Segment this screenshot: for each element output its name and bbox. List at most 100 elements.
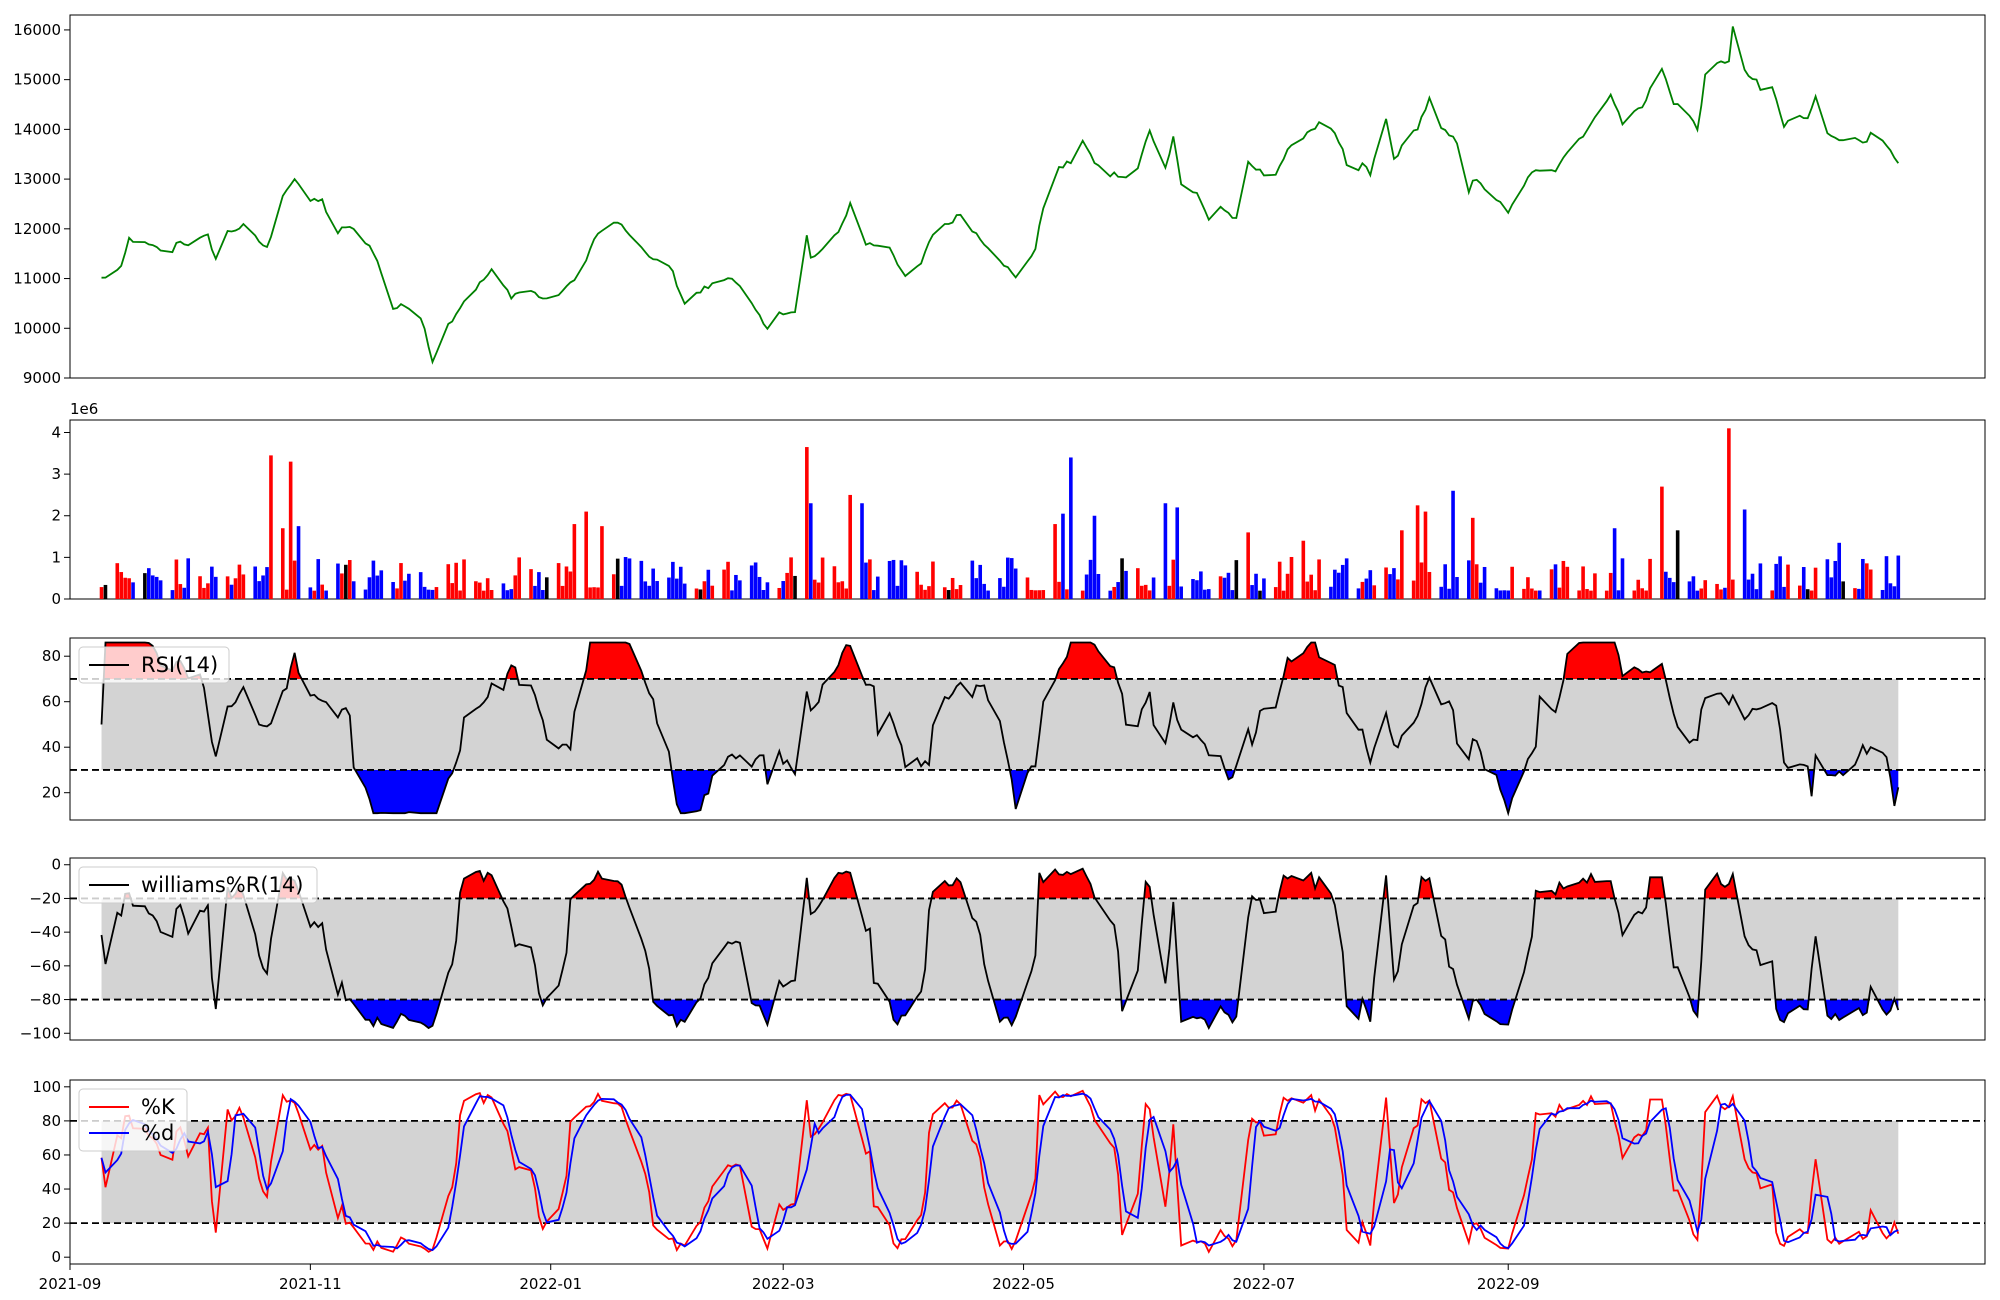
volume-bar: [623, 557, 628, 599]
volume-bar: [1857, 588, 1861, 599]
volume-bar: [265, 567, 269, 599]
williams-ytick-label: −20: [29, 889, 61, 907]
volume-bar: [1084, 574, 1089, 599]
volume-bar: [391, 582, 395, 599]
volume-bar: [351, 581, 356, 599]
volume-bar: [1057, 581, 1061, 599]
volume-bar: [1687, 581, 1692, 599]
volume-bar: [946, 590, 951, 599]
volume-bar: [1455, 577, 1459, 599]
volume-bar: [344, 564, 348, 599]
volume-bar: [919, 584, 923, 599]
volume-offset-label: 1e6: [70, 400, 98, 418]
volume-bar: [931, 561, 935, 599]
volume-bar: [1053, 524, 1057, 599]
volume-bar: [237, 564, 242, 599]
volume-bar: [1163, 503, 1168, 599]
volume-bar: [615, 558, 620, 599]
volume-bar: [340, 573, 344, 599]
volume-bar: [509, 589, 514, 599]
volume-bar: [927, 586, 931, 599]
volume-bar: [1644, 590, 1648, 599]
volume-bar: [1770, 590, 1775, 599]
williams-oversold-fill: [1346, 999, 1363, 1019]
volume-bar: [872, 590, 876, 599]
volume-bar: [1719, 589, 1723, 599]
volume-bar: [1400, 530, 1404, 599]
volume-bar: [1506, 590, 1511, 599]
price-ytick-label: 16000: [13, 21, 61, 39]
williams-oversold-fill: [888, 999, 916, 1025]
volume-bar: [1774, 563, 1778, 599]
volume-bar: [529, 569, 533, 599]
volume-bar: [1742, 509, 1747, 599]
volume-bar: [261, 575, 265, 599]
volume-bar: [1841, 581, 1845, 599]
volume-bar: [446, 564, 451, 599]
volume-bar: [588, 587, 592, 599]
volume-bar: [1423, 511, 1428, 599]
volume-bar: [1510, 566, 1514, 599]
x-tick-label: 2022-01: [519, 1275, 582, 1293]
rsi-overbought-fill: [583, 642, 644, 679]
stoch-ytick-label: 20: [42, 1214, 61, 1232]
volume-bar: [1577, 590, 1581, 599]
williams-ytick-label: 0: [51, 856, 61, 874]
volume-bar: [730, 590, 734, 599]
volume-bar: [347, 560, 352, 599]
volume-bar: [1124, 570, 1128, 599]
volume-bar: [643, 581, 648, 599]
volume-bar: [793, 575, 797, 599]
price-ytick-label: 13000: [13, 170, 61, 188]
volume-bar: [1892, 586, 1897, 599]
williams-overbought-fill: [459, 871, 503, 899]
volume-bar: [1246, 532, 1250, 599]
volume-bar: [1443, 564, 1447, 599]
volume-bar: [1002, 586, 1006, 599]
volume-bar: [1151, 577, 1156, 599]
volume-bar: [241, 574, 246, 599]
stoch-ytick-label: 80: [42, 1112, 61, 1130]
volume-bar: [296, 526, 301, 599]
volume-bar: [1313, 590, 1317, 599]
volume-bar: [363, 589, 368, 599]
volume-bar: [1179, 586, 1183, 599]
volume-bar: [1470, 517, 1475, 599]
volume-bar: [324, 590, 328, 599]
volume-bar: [178, 584, 183, 599]
volume-bar: [229, 584, 234, 599]
volume-bar: [840, 581, 845, 599]
volume-bar: [986, 590, 990, 599]
rsi-oversold-fill: [671, 770, 719, 814]
volume-bar: [477, 582, 482, 599]
stoch-ytick-label: 0: [51, 1248, 61, 1266]
volume-bar: [1675, 530, 1680, 599]
volume-bar: [1120, 558, 1124, 599]
stoch-panel-frame: [69, 1079, 1986, 1265]
volume-bar: [1896, 555, 1901, 599]
volume-bar: [1309, 574, 1314, 599]
volume-bar: [1829, 577, 1834, 599]
volume-bar: [292, 560, 297, 599]
volume-bar: [1478, 582, 1483, 599]
volume-bar: [1482, 566, 1487, 599]
volume-bar: [1498, 590, 1503, 599]
volume-bar: [726, 561, 730, 599]
volume-bar: [225, 576, 230, 599]
volume-bar: [1888, 583, 1893, 599]
volume-bar: [903, 565, 908, 599]
volume-bar: [1360, 581, 1365, 599]
volume-bar: [1254, 573, 1258, 599]
volume-bar: [875, 576, 880, 599]
volume-bar: [1451, 490, 1455, 599]
volume-bar: [1289, 556, 1294, 599]
volume-bar: [895, 585, 900, 599]
volume-bar: [1805, 589, 1810, 599]
volume-bar: [1864, 563, 1869, 599]
volume-bar: [1746, 579, 1751, 599]
volume-bar: [174, 559, 179, 599]
x-tick-label: 2021-11: [279, 1275, 342, 1293]
williams-overbought-fill: [571, 871, 627, 899]
volume-bar: [572, 524, 577, 599]
volume-bar: [1195, 580, 1199, 599]
